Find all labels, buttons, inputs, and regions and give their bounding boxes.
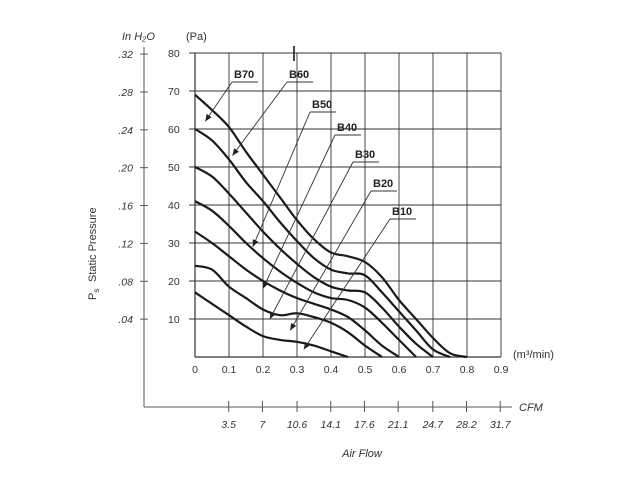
curve-label-b70: B70 <box>204 69 258 122</box>
curve-label-text: B20 <box>373 178 393 190</box>
curve-label-b40: B40 <box>262 122 361 289</box>
curve-label-text: B60 <box>289 69 309 81</box>
leader-line <box>232 81 288 156</box>
curve-b50 <box>194 166 434 358</box>
curve-label-text: B10 <box>392 206 412 218</box>
leader-line <box>204 81 233 122</box>
curve-label-b20: B20 <box>289 178 397 331</box>
pa-tick-label: 70 <box>168 86 180 98</box>
pa-tick-label: 10 <box>168 314 180 326</box>
m3min-unit-label: (m³/min) <box>513 349 554 361</box>
x-tick-label: 0.7 <box>426 364 441 376</box>
leader-line <box>262 134 336 289</box>
x-tick-label: 0.9 <box>494 364 509 376</box>
pa-tick-label: 30 <box>168 238 180 250</box>
inh2o-tick-label: .24 <box>118 125 133 137</box>
cfm-tick-label: 24.7 <box>422 419 445 431</box>
x-tick-label: 0.8 <box>460 364 475 376</box>
curve-label-b50: B50 <box>252 99 336 247</box>
pa-tick-label: 50 <box>168 162 180 174</box>
curve-label-b30: B30 <box>269 149 379 320</box>
curve-b20 <box>194 264 383 358</box>
pa-tick-label: 60 <box>168 124 180 136</box>
x-tick-label: 0.3 <box>290 364 305 376</box>
curves <box>194 93 468 359</box>
inh2o-unit-label: In H₂O <box>122 31 155 43</box>
leader-line <box>303 218 391 350</box>
leader-line <box>252 111 311 247</box>
leader-arrowhead <box>232 148 239 156</box>
curve-label-text: B40 <box>337 122 357 134</box>
y-axis-symbol: Ps <box>87 289 101 300</box>
y-axis-title: Static Pressure <box>87 207 99 282</box>
cfm-tick-label: 17.6 <box>354 419 375 431</box>
inh2o-tick-label: .12 <box>118 238 133 250</box>
curve-label-b60: B60 <box>232 69 313 156</box>
curve-label-text: B30 <box>355 149 375 161</box>
curve-label-text: B50 <box>312 99 332 111</box>
inh2o-tick-label: .28 <box>118 87 133 99</box>
curve-labels: B70 B60 B50 B40 B30 B20 B10 <box>204 69 416 350</box>
curve-b60 <box>194 128 451 359</box>
inh2o-tick-label: .20 <box>118 163 133 175</box>
x-axis-title: Air Flow <box>341 448 383 460</box>
y-axis-symbol-letter: P <box>87 293 99 300</box>
x-tick-label: 0.4 <box>324 364 339 376</box>
leader-arrowhead <box>290 322 297 331</box>
cfm-tick-label: 28.2 <box>455 419 477 431</box>
x-tick-label: 0.5 <box>358 364 373 376</box>
leader-arrowhead <box>252 239 259 247</box>
axis-texts: In H₂O (Pa) (m³/min) CFM Air Flow Ps Sta… <box>87 31 554 460</box>
inh2o-tick-label: .32 <box>118 49 133 61</box>
chart-frame <box>140 46 512 412</box>
leader-line <box>269 161 354 320</box>
cfm-unit-label: CFM <box>519 402 544 414</box>
curve-b30 <box>194 230 400 358</box>
x-tick-label: 0.1 <box>222 364 237 376</box>
cfm-tick-label: 14.1 <box>321 419 341 431</box>
leader-arrowhead <box>205 113 212 122</box>
cfm-tick-label: 10.6 <box>287 419 308 431</box>
pa-unit-label: (Pa) <box>186 31 207 43</box>
inh2o-tick-label: .08 <box>118 276 133 288</box>
curve-label-text: B70 <box>234 69 254 81</box>
cfm-tick-label: 21.1 <box>387 419 408 431</box>
cfm-tick-label: 7 <box>259 419 266 431</box>
pa-tick-label: 40 <box>168 200 180 212</box>
x-tick-label: 0.2 <box>256 364 271 376</box>
curve-b10 <box>194 291 349 359</box>
leader-line <box>289 190 372 331</box>
curve-b40 <box>194 200 417 358</box>
pa-tick-label: 80 <box>168 48 180 60</box>
inh2o-tick-label: .04 <box>118 314 133 326</box>
pa-tick-label: 20 <box>168 276 180 288</box>
x-tick-label: 0.6 <box>392 364 407 376</box>
leader-arrowhead <box>303 341 311 350</box>
inh2o-tick-label: .16 <box>118 201 133 213</box>
y-axis-symbol-subscript: s <box>92 289 101 293</box>
curve-label-b10: B10 <box>303 206 416 350</box>
leader-arrowhead <box>263 280 269 289</box>
leader-arrowhead <box>269 311 276 319</box>
cfm-tick-label: 3.5 <box>221 419 236 431</box>
grid <box>195 52 502 357</box>
x-tick-label: 0 <box>192 364 198 376</box>
cfm-tick-label: 31.7 <box>490 419 512 431</box>
